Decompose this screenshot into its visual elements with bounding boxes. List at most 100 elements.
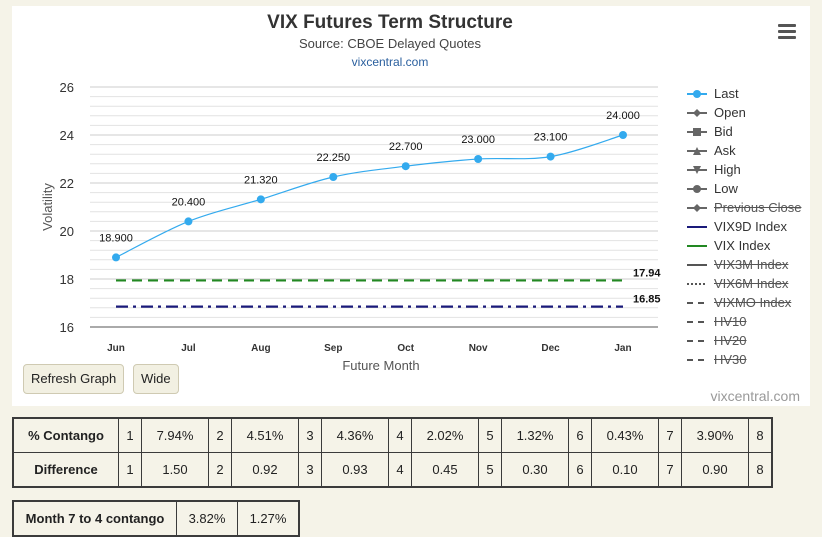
month7-to4-table: Month 7 to 4 contango 3.82% 1.27% (12, 500, 300, 537)
y-tick-label: 20 (60, 224, 74, 239)
difference-value-cell: 0.93 (321, 452, 389, 488)
month7-to4-label: Month 7 to 4 contango (12, 500, 177, 537)
chart-plot: 16 18 20 22 24 26 Jun Jul Aug Sep Oct Nov Dec Jan Futu… (40, 80, 661, 373)
chart-credit[interactable]: vixcentral.com (710, 388, 800, 404)
legend-label: Low (714, 181, 738, 196)
month-index-cell: 5 (478, 452, 502, 488)
legend-item[interactable]: Last (686, 84, 801, 103)
x-tick-label: Sep (324, 343, 342, 354)
x-tick-label: Nov (469, 343, 488, 354)
difference-value-cell: 1.50 (141, 452, 209, 488)
legend-symbol (687, 282, 707, 285)
month-index-cell: 1 (118, 417, 142, 453)
refresh-graph-button[interactable]: Refresh Graph (23, 364, 125, 394)
legend-item[interactable]: High (686, 160, 801, 179)
legend-label: VIX3M Index (714, 257, 789, 272)
data-label: 18.900 (99, 232, 133, 244)
difference-value-cell: 0.90 (681, 452, 749, 488)
contango-value-cell: 0.43% (591, 417, 659, 453)
month7-to4-value: 3.82% (176, 500, 238, 537)
data-label: 24.000 (606, 110, 640, 122)
data-point (112, 253, 120, 262)
legend-item[interactable]: VIX9D Index (686, 217, 801, 236)
contango-value-cell: 2.02% (411, 417, 479, 453)
month-index-cell: 4 (388, 452, 412, 488)
x-tick-label: Aug (251, 343, 270, 354)
difference-value-cell: 0.30 (501, 452, 569, 488)
wide-button[interactable]: Wide (133, 364, 179, 394)
legend-item[interactable]: HV10 (686, 312, 801, 331)
legend-label: Last (714, 86, 739, 101)
contango-value-cell: 1.32% (501, 417, 569, 453)
legend-item[interactable]: VIX Index (686, 236, 801, 255)
month-index-cell: 3 (298, 452, 322, 488)
month-index-cell: 8 (748, 417, 773, 453)
legend-item[interactable]: VIX6M Index (686, 274, 801, 293)
month-index-cell: 8 (748, 452, 773, 488)
x-tick-label: Dec (541, 343, 560, 354)
contango-value-cell: 4.36% (321, 417, 389, 453)
series-end-label: 16.85 (633, 294, 661, 306)
data-label: 22.250 (316, 152, 350, 164)
legend-symbol (687, 89, 707, 98)
month-index-cell: 2 (208, 452, 232, 488)
contango-value-cell: 4.51% (231, 417, 299, 453)
month7-to4-value: 1.27% (237, 500, 300, 537)
data-point (546, 152, 555, 161)
contango-stats-table: % Contango 1 7.94% 2 4.51% 3 4.36% 4 2.02% 5 1.32%… (12, 417, 773, 488)
hamburger-menu-icon[interactable] (778, 24, 796, 39)
legend-symbol (687, 108, 707, 117)
legend-symbol (687, 263, 707, 266)
y-tick-label: 18 (60, 272, 74, 287)
difference-value-cell: 0.92 (231, 452, 299, 488)
data-label: 20.400 (172, 196, 206, 208)
legend-symbol (687, 146, 707, 155)
legend-symbol (687, 301, 707, 304)
contango-value-cell: 7.94% (141, 417, 209, 453)
source-link[interactable]: vixcentral.com (351, 55, 429, 69)
data-point (474, 155, 483, 163)
difference-value-cell: 0.45 (411, 452, 479, 488)
chart-title: VIX Futures Term Structure (267, 12, 513, 33)
legend-item[interactable]: VIXMO Index (686, 293, 801, 312)
month-index-cell: 7 (658, 417, 682, 453)
legend-symbol (687, 203, 707, 212)
legend-symbol (687, 225, 707, 228)
x-tick-label: Jan (614, 343, 631, 354)
month-index-cell: 1 (118, 452, 142, 488)
data-point (184, 217, 193, 226)
legend-item[interactable]: HV30 (686, 350, 801, 369)
difference-value-cell: 0.10 (591, 452, 659, 488)
data-label: 23.100 (534, 132, 568, 144)
chart-legend: Last Open Bid Ask High Low Previous Close VIX9D… (686, 84, 801, 369)
legend-symbol (687, 358, 707, 361)
legend-item[interactable]: VIX3M Index (686, 255, 801, 274)
y-tick-label: 16 (60, 320, 74, 335)
legend-item[interactable]: Previous Close (686, 198, 801, 217)
legend-item[interactable]: Bid (686, 122, 801, 141)
legend-label: High (714, 162, 741, 177)
legend-symbol (687, 244, 707, 247)
legend-label: VIX6M Index (714, 276, 789, 291)
legend-label: Previous Close (714, 200, 802, 215)
month-index-cell: 7 (658, 452, 682, 488)
y-axis-title: Volatility (40, 183, 55, 231)
legend-label: VIX9D Index (714, 219, 787, 234)
legend-item[interactable]: Open (686, 103, 801, 122)
y-tick-label: 24 (60, 128, 74, 143)
y-tick-label: 26 (60, 80, 74, 95)
legend-item[interactable]: HV20 (686, 331, 801, 350)
legend-item[interactable]: Low (686, 179, 801, 198)
x-tick-label: Jul (181, 343, 196, 354)
month-index-cell: 4 (388, 417, 412, 453)
legend-item[interactable]: Ask (686, 141, 801, 160)
month-index-cell: 5 (478, 417, 502, 453)
legend-symbol (687, 339, 707, 342)
month-index-cell: 2 (208, 417, 232, 453)
contango-value-cell: 3.90% (681, 417, 749, 453)
legend-label: HV10 (714, 314, 747, 329)
legend-label: VIX Index (714, 238, 771, 253)
chart-card: 16 18 20 22 24 26 Jun Jul Aug Sep Oct Nov Dec Jan Futu… (12, 6, 810, 406)
contango-row-label: % Contango (12, 417, 119, 453)
table-row: Month 7 to 4 contango 3.82% 1.27% (12, 500, 300, 537)
